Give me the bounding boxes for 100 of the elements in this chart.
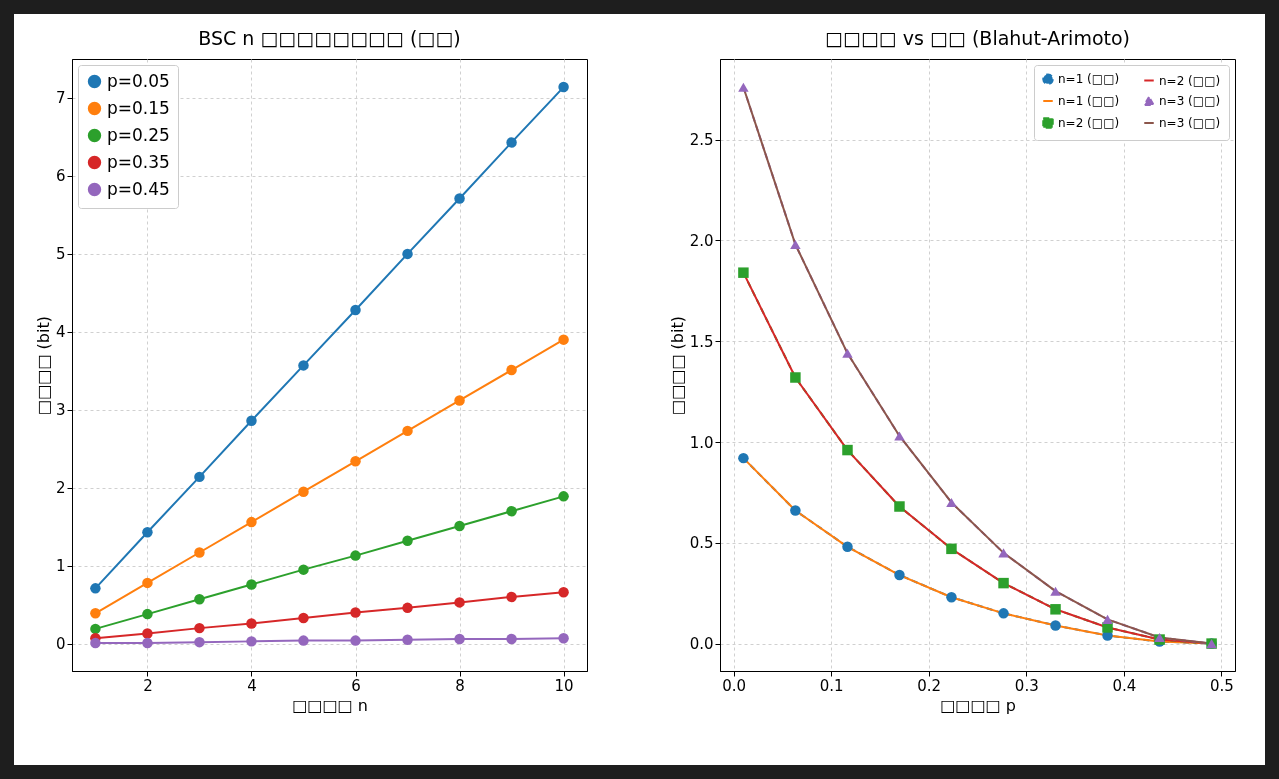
point (90, 583, 101, 594)
x-tick-label: 4 (247, 676, 257, 695)
legend-label: p=0.35 (107, 151, 170, 172)
point (506, 591, 517, 603)
legend-label: n=1 (□□) (1058, 94, 1120, 108)
point (402, 634, 413, 646)
point (454, 395, 465, 406)
x-axis-title: □□□□ p (940, 695, 1016, 715)
point (350, 304, 361, 316)
point (1050, 604, 1061, 615)
point (558, 587, 569, 598)
point (194, 547, 205, 558)
point (194, 471, 205, 483)
point (506, 505, 517, 517)
x-tick-label: 8 (455, 676, 465, 695)
point (298, 635, 309, 646)
y-tick-label: 3 (55, 401, 66, 420)
point (894, 501, 905, 512)
chart-title: BSC n □□□□□□□□ (□□) (198, 27, 461, 49)
y-tick-label: 6 (55, 167, 66, 186)
point (402, 602, 413, 614)
point (350, 550, 361, 561)
point (90, 623, 101, 635)
point (194, 636, 205, 648)
point (842, 348, 853, 358)
chart-title: □□□□ vs □□ (Blahut-Arimoto) (824, 27, 1131, 49)
point (894, 569, 905, 581)
point (738, 452, 749, 464)
point (298, 564, 309, 575)
point (350, 635, 361, 646)
point (194, 622, 205, 634)
point (998, 608, 1009, 619)
x-tick-label: 0.3 (1014, 676, 1039, 695)
point (506, 633, 517, 645)
point (998, 577, 1009, 589)
point (142, 628, 153, 639)
point (558, 633, 569, 644)
point (738, 82, 749, 92)
point (350, 456, 361, 467)
point (142, 577, 153, 589)
point (90, 608, 101, 619)
point (402, 425, 413, 437)
point (1050, 586, 1061, 596)
point (90, 637, 101, 649)
x-tick-label: 0.5 (1209, 676, 1234, 695)
y-tick-label: 2.5 (689, 131, 714, 150)
point (790, 505, 801, 516)
point (298, 486, 309, 497)
point (454, 193, 465, 204)
point (1050, 620, 1061, 631)
x-tick-label: 0.2 (917, 676, 942, 695)
legend-label: p=0.15 (107, 97, 170, 118)
point (246, 636, 257, 647)
point (454, 520, 465, 532)
point (246, 579, 257, 590)
point (558, 491, 569, 502)
legend-label: n=3 (□□) (1159, 116, 1221, 130)
point (454, 597, 465, 608)
point (142, 608, 153, 620)
y-tick-label: 7 (55, 89, 66, 108)
y-tick-label: 2.0 (689, 231, 714, 250)
point (946, 497, 957, 508)
point (506, 364, 517, 376)
legend-label: n=2 (□□) (1058, 116, 1120, 130)
y-tick-label: 0.0 (689, 635, 714, 654)
x-tick-label: 6 (351, 676, 361, 695)
y-tick-label: 0 (55, 635, 66, 654)
y-tick-label: 1.0 (689, 433, 714, 452)
point (402, 535, 413, 547)
point (558, 81, 569, 93)
x-axis-title: □□□□ n (292, 695, 368, 715)
x-tick-label: 2 (143, 676, 153, 695)
y-tick-label: 2 (55, 479, 66, 498)
point (298, 360, 309, 371)
point (454, 633, 465, 645)
x-tick-label: 10 (554, 676, 574, 695)
point (998, 548, 1009, 558)
point (506, 137, 517, 148)
x-tick-label: 0.4 (1112, 676, 1137, 695)
y-tick-label: 0.5 (689, 534, 714, 553)
point (738, 267, 749, 278)
y-tick-label: 5 (55, 245, 66, 264)
point (402, 248, 413, 260)
point (350, 607, 361, 618)
y-axis-title: □□□□ (bit) (667, 316, 687, 415)
point (142, 637, 153, 649)
point (790, 239, 801, 249)
point (246, 618, 257, 629)
x-tick-label: 0.0 (722, 676, 747, 695)
point (946, 591, 957, 603)
point (842, 541, 853, 553)
y-tick-label: 1 (55, 557, 66, 576)
y-tick-label: 4 (55, 323, 66, 342)
point (558, 334, 569, 345)
point (142, 526, 153, 538)
point (1102, 614, 1113, 624)
point (790, 372, 801, 383)
point (894, 431, 905, 441)
point (842, 444, 853, 456)
legend-label: n=2 (□□) (1159, 73, 1221, 88)
